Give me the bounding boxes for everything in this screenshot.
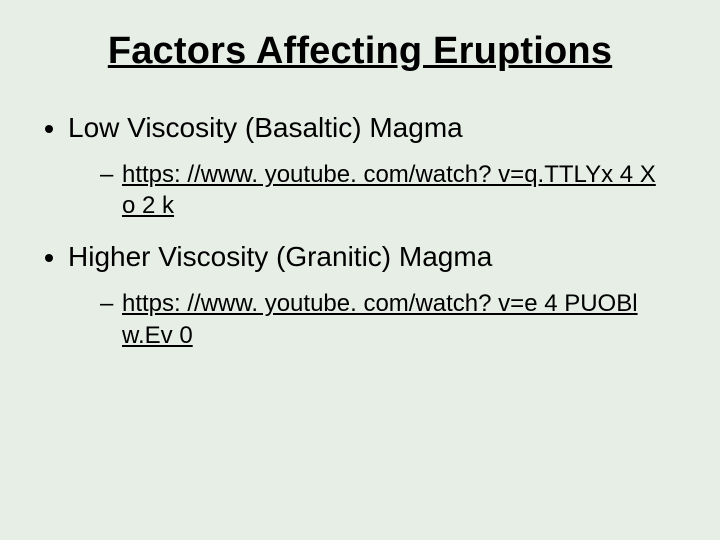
youtube-link-2[interactable]: https: //www. youtube. com/watch? v=e 4 … — [122, 290, 638, 349]
sub-list-1: https: //www. youtube. com/watch? v=q.TT… — [68, 159, 680, 222]
sub-item-2: https: //www. youtube. com/watch? v=e 4 … — [100, 288, 680, 351]
slide-container: Factors Affecting Eruptions Low Viscosit… — [0, 0, 720, 540]
sub-list-2: https: //www. youtube. com/watch? v=e 4 … — [68, 288, 680, 351]
youtube-link-1[interactable]: https: //www. youtube. com/watch? v=q.TT… — [122, 161, 656, 220]
bullet-item-1: Low Viscosity (Basaltic) Magma https: //… — [68, 109, 680, 222]
slide-title: Factors Affecting Eruptions — [40, 30, 680, 73]
bullet-list: Low Viscosity (Basaltic) Magma https: //… — [40, 109, 680, 351]
bullet-1-text: Low Viscosity (Basaltic) Magma — [68, 112, 463, 143]
bullet-2-text: Higher Viscosity (Granitic) Magma — [68, 241, 492, 272]
sub-item-1: https: //www. youtube. com/watch? v=q.TT… — [100, 159, 680, 222]
link-wrapper-2: https: //www. youtube. com/watch? v=e 4 … — [122, 288, 662, 351]
bullet-item-2: Higher Viscosity (Granitic) Magma https:… — [68, 238, 680, 351]
link-wrapper-1: https: //www. youtube. com/watch? v=q.TT… — [122, 159, 662, 222]
